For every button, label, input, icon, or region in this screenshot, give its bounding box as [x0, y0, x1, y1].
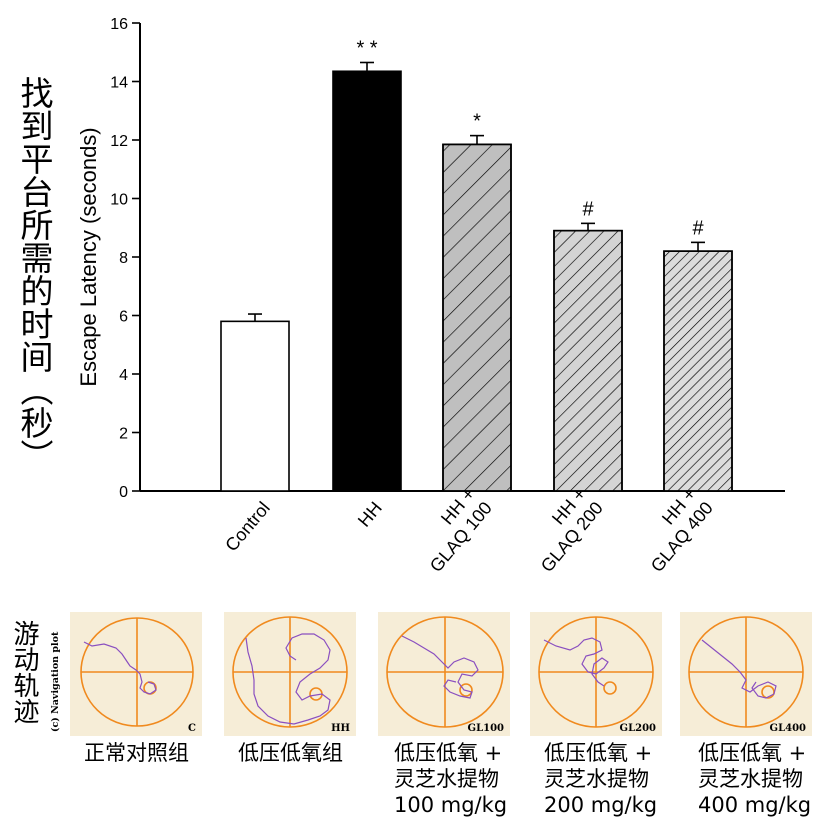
swim-path: [543, 637, 609, 687]
panel-caption: 低压低氧 + 灵芝水提物 200 mg/kg: [544, 740, 657, 818]
x-tick-label-line: Control: [221, 498, 274, 555]
significance-marker: * *: [356, 37, 377, 59]
significance-marker: #: [692, 217, 704, 239]
caption-line: 灵芝水提物: [698, 767, 803, 791]
nav-panel-control: C 正常对照组: [70, 612, 202, 765]
caption-line: 灵芝水提物: [544, 767, 649, 791]
bar-hatch: [663, 250, 733, 492]
nav-plot-gl200: [538, 616, 654, 728]
swim-path: [245, 633, 331, 725]
caption-line: 低压低氧 +: [394, 741, 503, 765]
y-tick-label: 0: [119, 484, 128, 501]
swim-path: [701, 639, 777, 699]
y-tick-label: 10: [110, 192, 128, 209]
significance-marker: *: [473, 111, 481, 133]
bar: [332, 70, 402, 492]
swim-path: [83, 641, 157, 695]
nav-panel-gl200: GL200 低压低氧 + 灵芝水提物 200 mg/kg: [530, 612, 662, 817]
nav-panel-gl100: GL100 低压低氧 + 灵芝水提物 100 mg/kg: [378, 612, 510, 817]
caption-line: 400 mg/kg: [698, 793, 812, 817]
navigation-panels: C 正常对照组 HH 低压低氧组 GL100 低压低氧 + 灵芝水提物: [0, 612, 830, 828]
navigation-side-label: 游动轨迹: [9, 620, 39, 724]
navigation-plot-label: (c) Navigation plot: [50, 631, 61, 732]
x-tick-label: HH +GLAQ 400: [647, 484, 717, 576]
y-tick-label: 16: [110, 16, 128, 33]
x-tick-label: HH +GLAQ 100: [426, 484, 496, 576]
bar-hatch: [553, 229, 623, 492]
x-tick-label-line: HH: [354, 498, 386, 531]
y-tick-label: 12: [110, 133, 128, 150]
caption-line: 灵芝水提物: [394, 767, 499, 791]
x-tick-label: HH: [354, 498, 386, 531]
nav-panel-gl400: GL400 低压低氧 + 灵芝水提物 400 mg/kg: [680, 612, 812, 817]
x-tick-label: HH +GLAQ 200: [537, 484, 607, 576]
caption-line: 低压低氧组: [238, 741, 343, 765]
y-tick-label: 8: [119, 250, 128, 267]
caption-line: 100 mg/kg: [394, 793, 508, 817]
bar-chart: 0 2 4 6 8 10 12 14 16 Escape Latency (seconds) Con…: [76, 16, 785, 576]
swim-path: [401, 635, 479, 699]
y-tick-label: 2: [119, 426, 128, 443]
bar-hatch: [442, 143, 512, 492]
nav-plot-gl100: [386, 616, 504, 728]
bar: [220, 320, 290, 492]
chinese-y-axis-label: 找到平台所需的时间（秒）: [15, 76, 54, 472]
nav-plot-control: [80, 617, 194, 727]
navigation-plot-label-text: (c) Navigation plot: [50, 631, 61, 732]
y-tick-label: 4: [119, 367, 128, 384]
panel-code: C: [188, 723, 196, 734]
caption-line: 低压低氧 +: [544, 741, 653, 765]
panel-caption: 低压低氧 + 灵芝水提物 400 mg/kg: [698, 740, 811, 818]
nav-plot-gl400: [688, 616, 804, 728]
panel-caption: 低压低氧 + 灵芝水提物 100 mg/kg: [394, 740, 507, 818]
x-tick-label: Control: [221, 498, 274, 555]
panel-code: GL200: [619, 723, 656, 734]
caption-line: 低压低氧 +: [698, 741, 807, 765]
panel-code: GL400: [769, 723, 806, 734]
y-axis-label: Escape Latency (seconds): [76, 127, 101, 386]
caption-line: 正常对照组: [84, 741, 189, 765]
caption-line: 200 mg/kg: [544, 793, 658, 817]
panel-caption: 正常对照组: [84, 740, 189, 766]
y-tick-label: 6: [119, 309, 128, 326]
nav-panel-hh: HH 低压低氧组: [224, 612, 356, 765]
panel-code: GL100: [467, 723, 504, 734]
panel-caption: 低压低氧组: [238, 740, 343, 766]
panel-code: HH: [331, 723, 350, 734]
y-tick-label: 14: [110, 75, 128, 92]
significance-marker: #: [582, 198, 594, 220]
nav-plot-hh: [232, 616, 348, 728]
